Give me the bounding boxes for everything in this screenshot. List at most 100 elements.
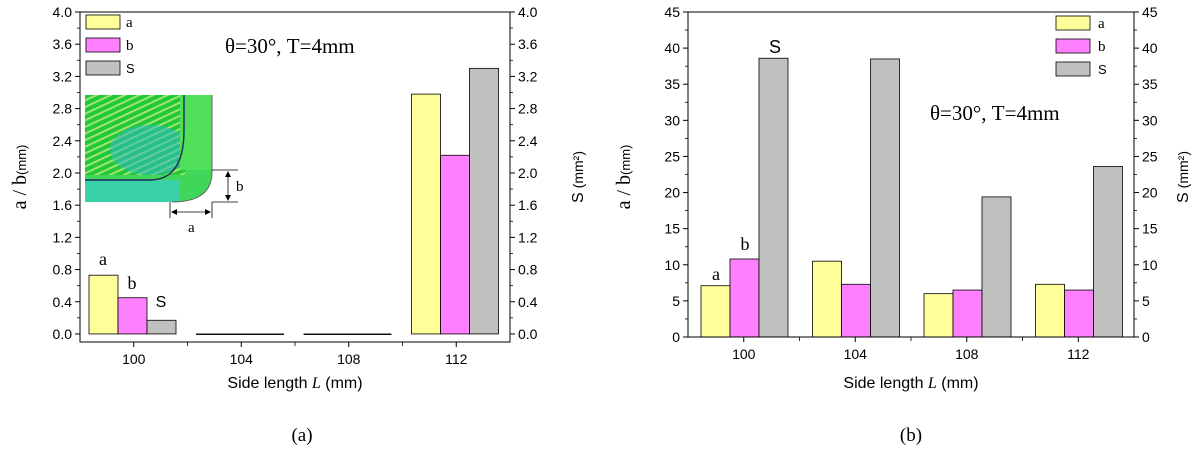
y-axis-title-left-a: a / b(mm)	[9, 145, 31, 210]
y-tick-label-right: 2.0	[518, 165, 538, 181]
y-tick-label-right: 40	[1142, 40, 1158, 56]
y-tick-label-left: 20	[664, 185, 680, 201]
y-tick-label-left: 40	[664, 40, 680, 56]
y-tick-label-right: 0.4	[518, 294, 538, 310]
legend-swatch-b	[85, 37, 121, 53]
bar-s-104	[254, 333, 284, 335]
chart-panel-b: 100 104 108 112 0 0 5 5 10 10 15 15 20 20 25 25 30 30 35 35…	[613, 4, 1192, 446]
y-tick-label-right: 35	[1142, 76, 1158, 92]
y-tick-label-left: 45	[664, 4, 680, 20]
y-tick-label-left: 0.0	[53, 326, 73, 342]
inset-label-a: a	[188, 220, 195, 236]
axes-group-a: 100 104 108 112 0.0 0.0 0.4 0.4 0.8 0.8 1.2 1.2 1.6 1…	[53, 4, 538, 367]
y-tick-label-right: 30	[1142, 112, 1158, 128]
y-tick-label-left: 3.6	[53, 36, 73, 52]
x-tick-label: 100	[122, 351, 146, 367]
y-tick-label-right: 10	[1142, 257, 1158, 273]
y-tick-label-right: 1.6	[518, 197, 538, 213]
bar-s-108	[981, 196, 1012, 338]
bar-a-100	[88, 274, 119, 335]
y-tick-label-right: 3.6	[518, 36, 538, 52]
bar-letter-a: a	[712, 264, 720, 284]
legend-a: a b S	[85, 14, 135, 76]
legend-swatch-s	[1055, 61, 1091, 77]
y-tick-label-left: 1.2	[53, 229, 73, 245]
panel-label-a: (a)	[291, 425, 312, 446]
x-axis-title-b: Side length L (mm)	[843, 375, 978, 392]
bar-b-104	[225, 333, 255, 335]
y-tick-label-left: 0	[672, 329, 680, 345]
y-tick-label-left: 15	[664, 221, 680, 237]
bar-a-108	[303, 333, 334, 335]
x-tick-label: 108	[337, 351, 361, 367]
x-tick-label: 104	[230, 351, 254, 367]
bar-s-108	[361, 333, 392, 335]
bar-letter-a: a	[99, 249, 107, 269]
y-tick-label-left: 10	[664, 257, 680, 273]
legend-swatch-a	[85, 14, 121, 30]
legend-b: a b S	[1055, 15, 1107, 77]
x-tick-label: 108	[955, 346, 979, 362]
chart-panel-a: b a 100 104 108 112 0.0 0.0 0.4 0.4 0.8 0.8 1.2 1.2…	[9, 4, 587, 446]
y-tick-label-right: 0.0	[518, 326, 538, 342]
bar-a-112	[1035, 283, 1065, 338]
bar-b-108	[952, 289, 983, 338]
y-tick-label-right: 2.8	[518, 101, 538, 117]
y-tick-label-left: 2.0	[53, 165, 73, 181]
y-tick-label-left: 4.0	[53, 4, 73, 20]
y-axis-title-left-b: a / b(mm)	[613, 145, 635, 210]
bar-s-112	[1093, 166, 1123, 338]
y-tick-label-left: 0.4	[53, 294, 73, 310]
legend-label-s: S	[1098, 62, 1107, 77]
x-axis-title-a: Side length L (mm)	[227, 375, 362, 392]
legend-swatch-a	[1055, 15, 1091, 31]
bar-b-100	[729, 258, 760, 338]
bar-s-104	[870, 58, 900, 338]
y-axis-title-right-b: S(mm²)	[1175, 151, 1192, 203]
bars-group-b	[700, 57, 1123, 338]
x-tick-label: 104	[844, 346, 868, 362]
x-tick-label: 112	[1067, 346, 1090, 362]
y-tick-label-right: 45	[1142, 4, 1158, 20]
legend-swatch-s	[85, 60, 121, 76]
y-tick-label-left: 25	[664, 148, 680, 164]
bar-letter-b: b	[741, 234, 750, 254]
legend-label-s: S	[126, 61, 135, 76]
bars-group-a	[88, 67, 499, 335]
bar-b-104	[841, 283, 871, 338]
annotation-theta-a: θ=30°, T=4mm	[225, 34, 355, 58]
bar-a-100	[700, 285, 731, 338]
inset-label-b: b	[236, 179, 244, 195]
y-tick-label-right: 5	[1142, 293, 1150, 309]
inset-contour-image: b a	[85, 95, 244, 236]
bar-b-112	[1064, 289, 1094, 338]
bar-s-100	[758, 57, 789, 338]
y-tick-label-right: 2.4	[518, 133, 538, 149]
legend-label-b: b	[126, 38, 134, 54]
bar-a-108	[923, 293, 954, 338]
bar-letter-s: S	[769, 37, 781, 57]
x-tick-label: 112	[445, 351, 468, 367]
y-tick-label-left: 2.4	[53, 133, 73, 149]
legend-label-a: a	[1098, 16, 1105, 32]
legend-label-a: a	[126, 15, 133, 31]
bar-b-112	[440, 154, 470, 335]
bar-a-104	[812, 260, 842, 338]
y-tick-label-left: 2.8	[53, 101, 73, 117]
y-axis-title-right-a: S(mm²)	[570, 151, 587, 203]
y-tick-label-left: 35	[664, 76, 680, 92]
y-tick-label-right: 4.0	[518, 4, 538, 20]
bar-letter-s: S	[156, 294, 167, 311]
legend-label-b: b	[1098, 39, 1106, 55]
panel-label-b: (b)	[900, 425, 922, 446]
y-tick-label-left: 5	[672, 293, 680, 309]
y-tick-label-right: 0.8	[518, 262, 538, 278]
bar-letter-b: b	[128, 273, 137, 293]
y-tick-label-left: 3.2	[53, 68, 73, 84]
x-tick-label: 100	[732, 346, 756, 362]
y-tick-label-left: 30	[664, 112, 680, 128]
y-tick-label-right: 1.2	[518, 229, 538, 245]
annotation-theta-b: θ=30°, T=4mm	[930, 101, 1060, 125]
bar-s-112	[469, 67, 499, 335]
